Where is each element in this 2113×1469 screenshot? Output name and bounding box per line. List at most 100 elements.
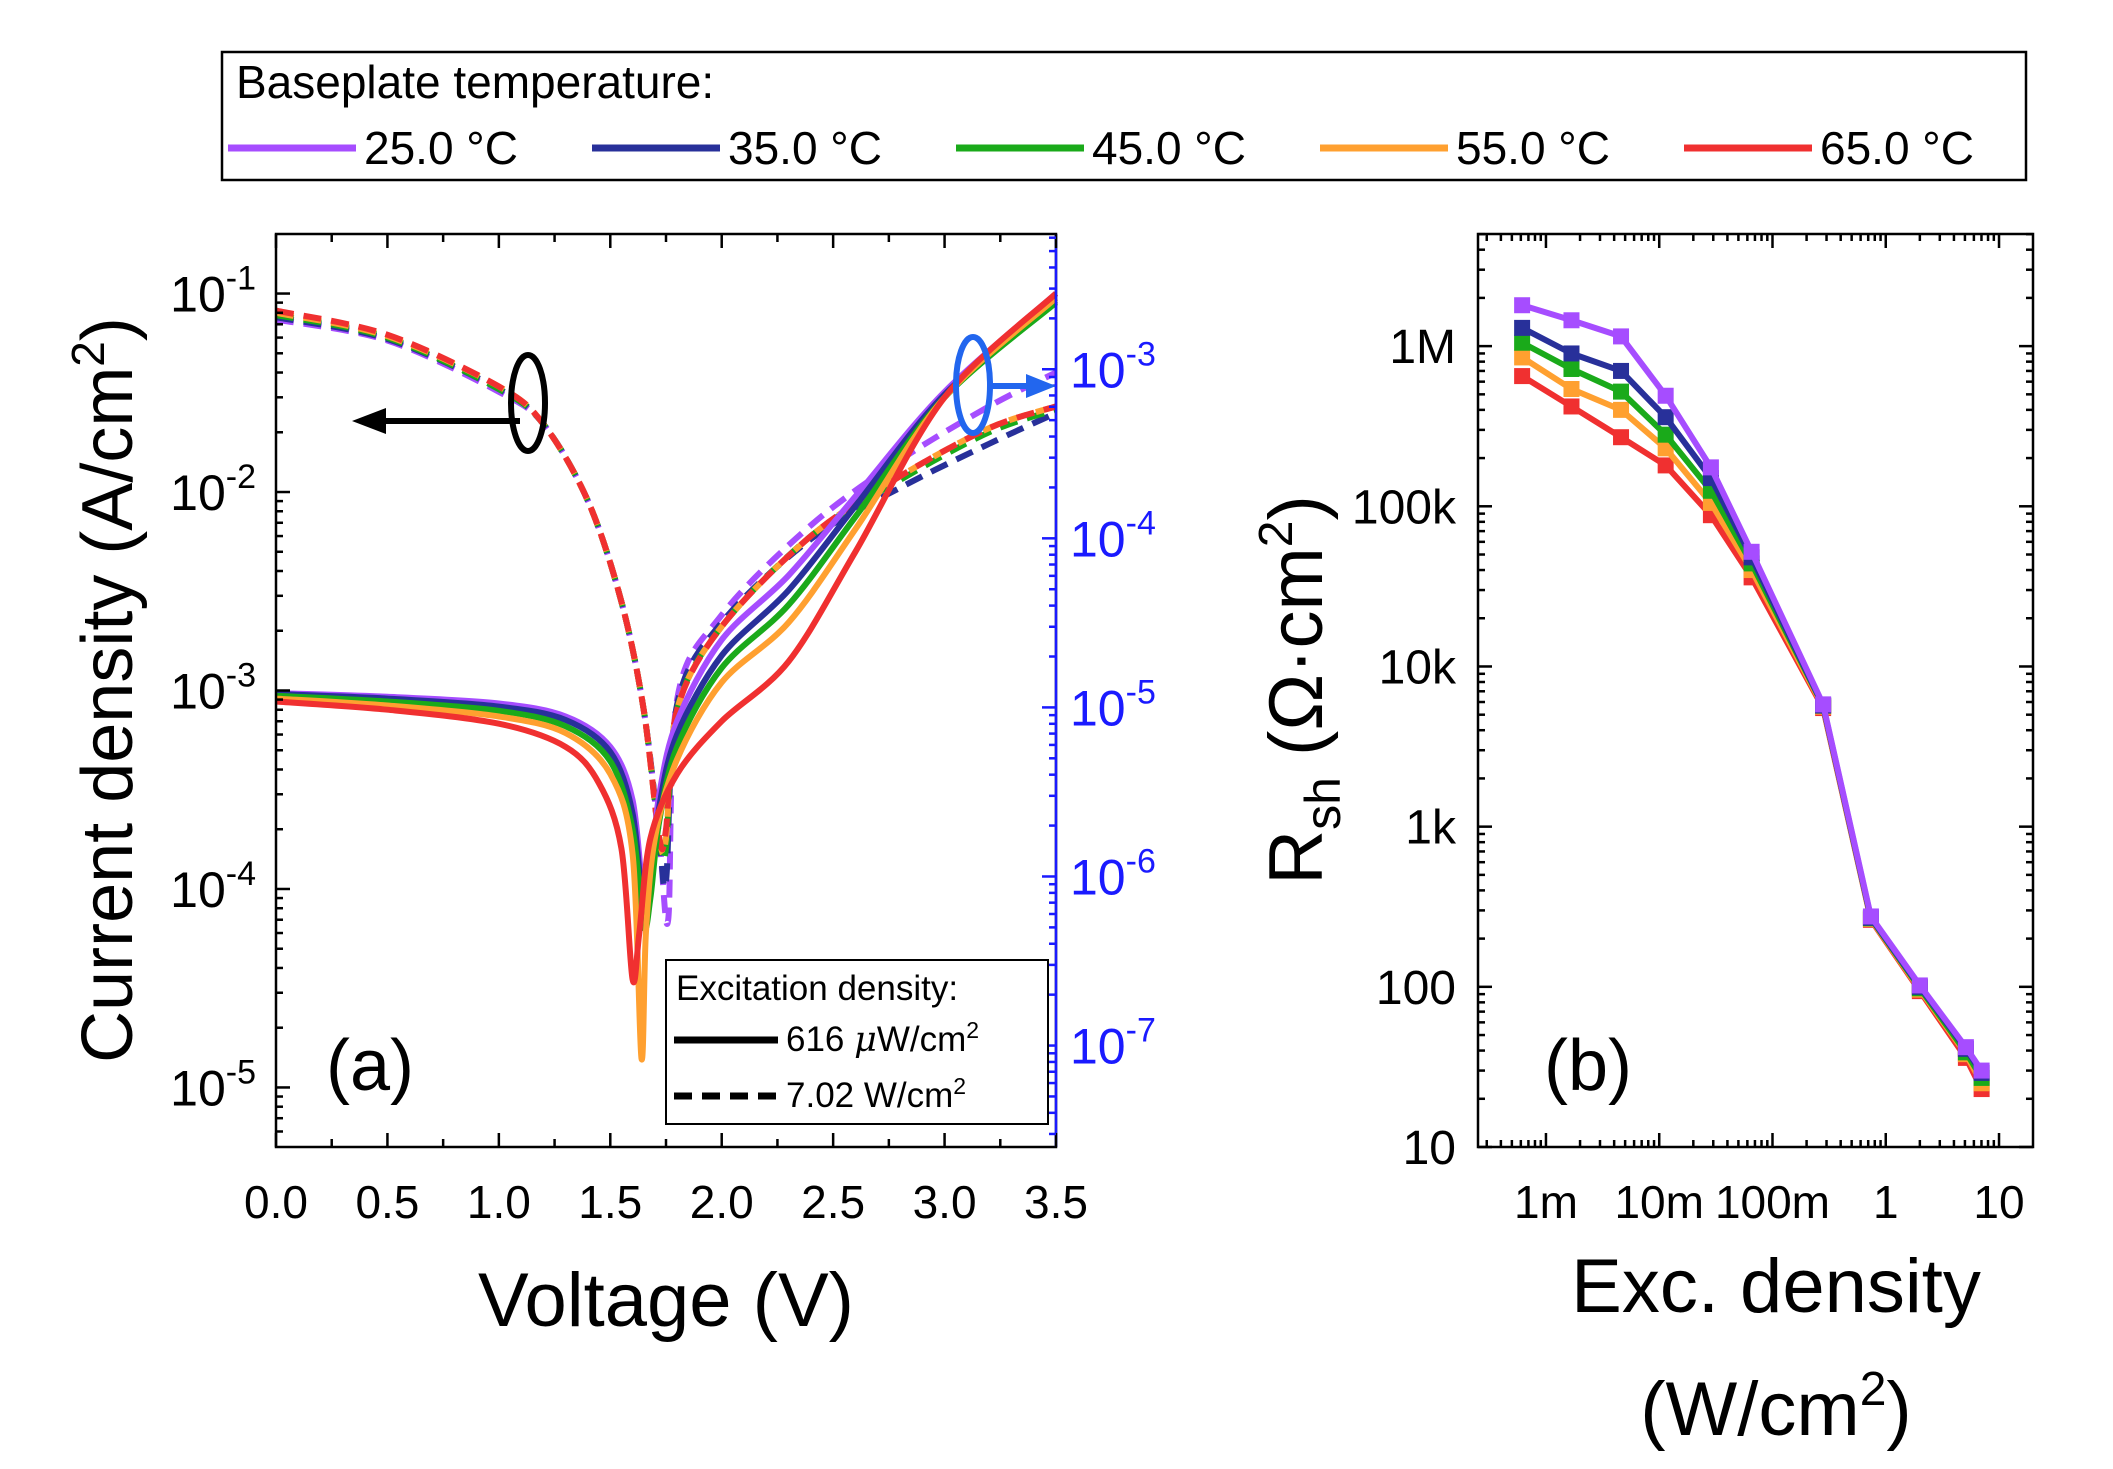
b-x-tick-label: 10m <box>1614 1176 1703 1228</box>
rsh-marker <box>1613 328 1630 345</box>
a-y-tick-label-base: 10 <box>170 1060 226 1116</box>
dashed-line-label: 7.02 W/cm2 <box>786 1073 966 1115</box>
a-x-tick-label: 1.0 <box>467 1176 531 1228</box>
a-y2-tick-label-exp: -3 <box>1126 335 1156 373</box>
panel-b-x-axis-title-close: ) <box>1886 1367 1911 1452</box>
legend-label-2: 45.0 °C <box>1092 122 1246 174</box>
panel-a-y-axis-title-close: ) <box>68 317 148 341</box>
panel-a-label: (a) <box>326 1026 414 1106</box>
a-y-tick-label: 10-3 <box>170 657 256 720</box>
b-x-tick-label: 10 <box>1973 1176 2024 1228</box>
rsh-marker <box>1613 383 1630 400</box>
rsh-marker <box>1657 409 1674 426</box>
a-x-tick-label: 2.5 <box>801 1176 865 1228</box>
a-y2-tick-label: 10-7 <box>1070 1012 1156 1075</box>
rsh-series-2 <box>1520 340 1985 1080</box>
b-y-tick-label: 10k <box>1379 641 1457 694</box>
a-y-tick-label: 10-4 <box>170 855 256 918</box>
b-y-tick-label: 10 <box>1403 1122 1456 1175</box>
a-y-tick-label-exp: -5 <box>226 1053 256 1091</box>
legend-entries: 25.0 °C 35.0 °C 45.0 °C 55.0 °C 65.0 °C <box>228 122 1974 174</box>
temperature-legend: Baseplate temperature: 25.0 °C 35.0 °C 45.… <box>220 50 2028 182</box>
a-y-tick-label-exp: -1 <box>226 260 256 298</box>
panel-a-x-tick-labels: 0.0 0.5 1.0 1.5 2.0 2.5 3.0 3.5 <box>244 1176 1088 1228</box>
solid-line-label: 616 μW/cm2 <box>786 1017 979 1060</box>
a-y2-tick-label: 10-3 <box>1070 335 1156 398</box>
panel-a-y-axis-title: Current density (A/cm2) <box>62 317 148 1063</box>
panel-b-x-axis-title-main: (W/cm <box>1640 1367 1859 1452</box>
panel-b-series <box>1514 297 1990 1098</box>
panel-a: 0.0 0.5 1.0 1.5 2.0 2.5 3.0 3.5 10-110-210-310-… <box>62 232 1156 1343</box>
rsh-marker <box>1702 459 1719 476</box>
rsh-marker <box>1657 426 1674 443</box>
b-x-tick-label: 1m <box>1514 1176 1578 1228</box>
legend-label-1: 35.0 °C <box>728 122 882 174</box>
b-x-tick-label: 1 <box>1873 1176 1899 1228</box>
rsh-marker <box>1973 1062 1990 1079</box>
solid-line-label-unit: W/cm <box>877 1020 966 1059</box>
a-y-tick-label-base: 10 <box>170 267 226 323</box>
black-ellipse-marker <box>508 352 548 454</box>
rsh-marker <box>1563 398 1580 415</box>
a-y2-tick-label-base: 10 <box>1070 680 1126 736</box>
legend-title: Baseplate temperature: <box>236 56 714 108</box>
left-axis-arrow-head <box>352 408 386 434</box>
rsh-marker <box>1563 312 1580 329</box>
solid-line-label-value: 616 <box>786 1020 854 1059</box>
a-y2-tick-label-base: 10 <box>1070 849 1126 905</box>
panel-b: 1m 10m 100m 1 10 1M 100k 10k 1k 100 10 Exc. densi… <box>1250 232 2035 1452</box>
solid-series-3 <box>275 295 1058 1063</box>
panel-a-y-axis-title-exp: 2 <box>62 341 114 367</box>
rsh-marker <box>1613 362 1630 379</box>
rsh-marker <box>1657 387 1674 404</box>
dashed-line-label-exp: 2 <box>953 1073 966 1099</box>
solid-line-label-exp: 2 <box>966 1017 979 1043</box>
a-y-tick-label: 10-2 <box>170 458 256 521</box>
rsh-series-1 <box>1520 325 1985 1075</box>
panel-b-y-axis-title-unit: (Ω·cm <box>1254 547 1339 777</box>
b-y-tick-label: 100 <box>1376 962 1456 1015</box>
panel-a-y-axis-title-main: Current density (A/cm <box>68 367 148 1063</box>
panel-b-y-axis-title-sub: sh <box>1295 777 1351 830</box>
a-y2-tick-label-base: 10 <box>1070 342 1126 398</box>
panel-b-x-axis-title-exp: 2 <box>1860 1363 1887 1416</box>
rsh-marker <box>1815 696 1832 713</box>
b-x-tick-label: 100m <box>1715 1176 1830 1228</box>
rsh-marker <box>1613 401 1630 418</box>
panel-b-y-axis-title: Rsh (Ω·cm2) <box>1250 495 1351 885</box>
rsh-marker <box>1514 319 1531 336</box>
dashed-line-label-value: 7.02 W/cm <box>786 1076 953 1115</box>
b-y-tick-label: 1k <box>1405 802 1457 855</box>
a-x-tick-label: 0.0 <box>244 1176 308 1228</box>
a-y-tick-label-base: 10 <box>170 465 226 521</box>
a-y-tick-label-exp: -3 <box>226 657 256 695</box>
rsh-marker <box>1957 1039 1974 1056</box>
right-axis-arrow-head <box>1026 374 1056 398</box>
rsh-marker <box>1563 380 1580 397</box>
legend-frame <box>220 50 2028 182</box>
b-y-tick-label: 100k <box>1352 481 1457 534</box>
b-y-tick-label: 1M <box>1389 321 1456 374</box>
a-y2-tick-label: 10-5 <box>1070 673 1156 736</box>
panel-b-ticks <box>1478 232 2033 1149</box>
panel-a-y-tick-labels: 10-110-210-310-410-5 <box>170 260 256 1117</box>
rsh-marker <box>1743 543 1760 560</box>
excitation-legend: Excitation density: 616 μW/cm2 7.02 W/cm… <box>665 959 1049 1125</box>
panel-b-frame <box>1476 232 2035 1149</box>
a-x-tick-label: 2.0 <box>690 1176 754 1228</box>
panel-a-x-axis-title: Voltage (V) <box>478 1258 854 1343</box>
a-y-tick-label: 10-5 <box>170 1053 256 1116</box>
solid-line-label-mu: μ <box>854 1020 877 1060</box>
panel-b-y-axis-title-r: R <box>1254 830 1339 885</box>
panel-a-ticks <box>274 234 1058 1147</box>
rsh-marker <box>1563 345 1580 362</box>
a-x-tick-label: 3.0 <box>913 1176 977 1228</box>
a-x-tick-label: 1.5 <box>578 1176 642 1228</box>
rsh-marker <box>1862 908 1879 925</box>
a-y2-tick-label-exp: -6 <box>1126 842 1156 880</box>
a-y2-tick-label-exp: -5 <box>1126 673 1156 711</box>
a-y-tick-label-base: 10 <box>170 664 226 720</box>
legend-label-0: 25.0 °C <box>364 122 518 174</box>
panel-b-y-axis-title-close: ) <box>1254 495 1339 520</box>
